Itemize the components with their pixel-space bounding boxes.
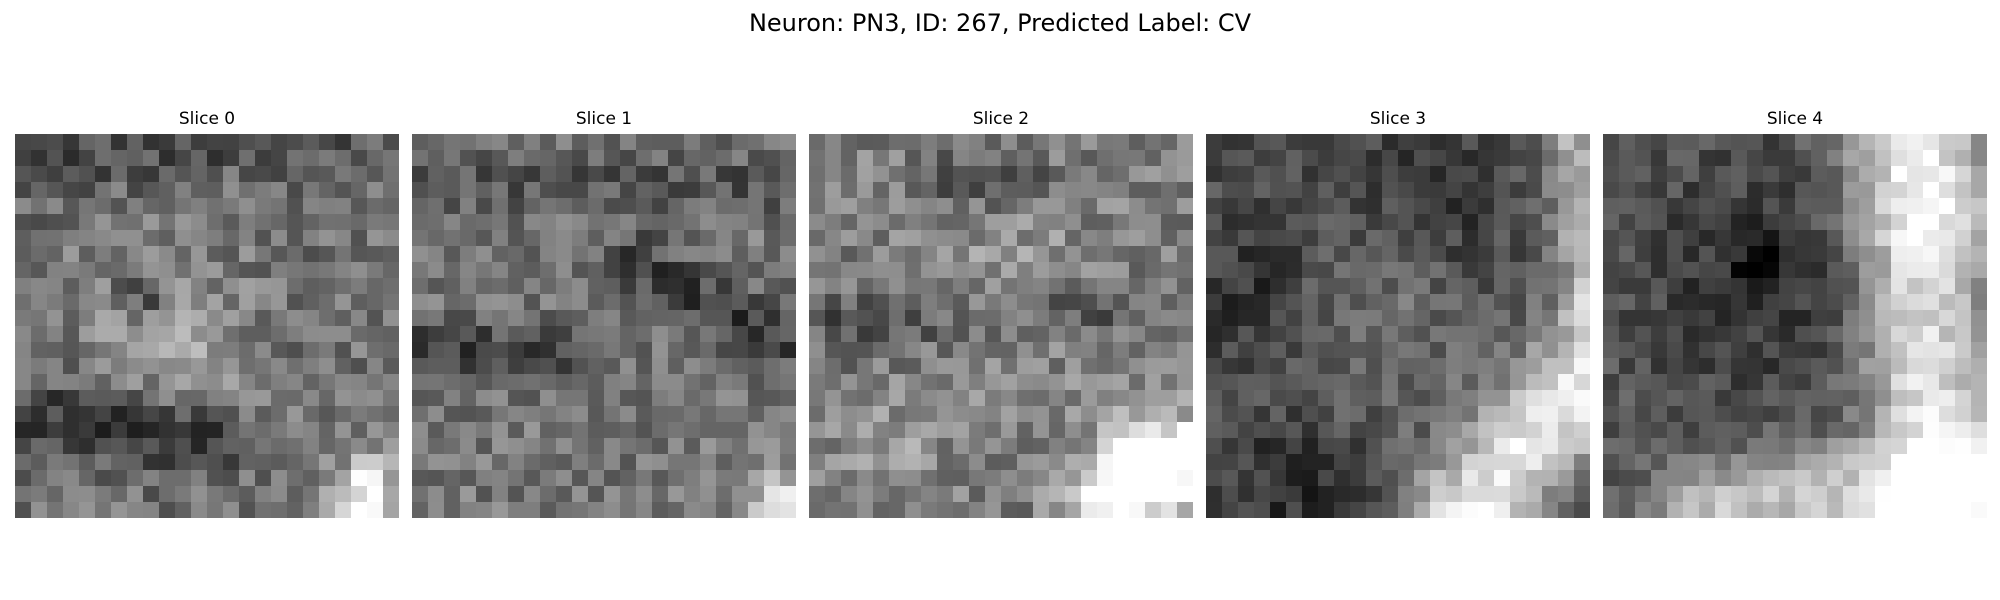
slice-title: Slice 3 [1369,109,1427,129]
slice-title: Slice 1 [575,109,633,129]
figure-title: Neuron: PN3, ID: 267, Predicted Label: C… [748,9,1252,37]
slice-image [412,134,796,518]
slice-title: Slice 4 [1766,109,1824,129]
slice-panel-1: Slice 1 [412,108,796,518]
slice-image [1603,134,1987,518]
slice-image [15,134,399,518]
slice-title: Slice 2 [972,109,1030,129]
slice-panel-3: Slice 3 [1206,108,1590,518]
slice-panel-0: Slice 0 [15,108,399,518]
slice-panel-4: Slice 4 [1603,108,1987,518]
slice-panel-2: Slice 2 [809,108,1193,518]
slice-image [1206,134,1590,518]
slice-image [809,134,1193,518]
slice-title: Slice 0 [178,109,236,129]
